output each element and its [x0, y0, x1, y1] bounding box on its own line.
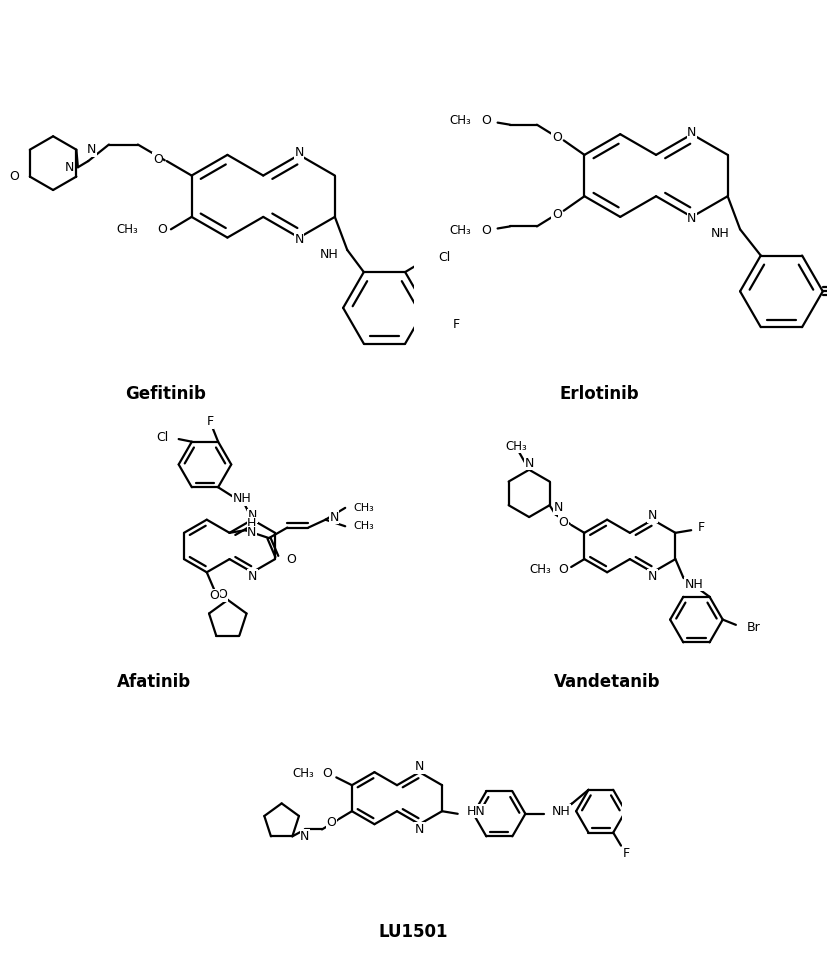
Text: NH: NH	[320, 248, 339, 260]
Text: CH₃: CH₃	[116, 223, 138, 236]
Text: CH₃: CH₃	[353, 522, 374, 531]
Text: N: N	[65, 161, 74, 174]
Text: O: O	[323, 767, 332, 780]
Text: O: O	[481, 114, 491, 127]
Text: N: N	[415, 761, 424, 773]
Text: O: O	[552, 207, 562, 221]
Text: CH₃: CH₃	[449, 114, 471, 127]
Text: F: F	[623, 847, 630, 860]
Text: N: N	[247, 509, 257, 522]
Text: Vandetanib: Vandetanib	[554, 673, 660, 690]
Text: N: N	[553, 501, 563, 515]
Text: Erlotinib: Erlotinib	[560, 385, 639, 403]
Text: Afatinib: Afatinib	[117, 673, 191, 690]
Text: F: F	[698, 522, 705, 534]
Text: H: H	[247, 517, 256, 530]
Text: NH: NH	[232, 493, 251, 505]
Text: O: O	[157, 223, 167, 236]
Text: F: F	[452, 318, 460, 331]
Text: N: N	[648, 509, 657, 522]
Text: CH₃: CH₃	[530, 563, 552, 576]
Text: NH: NH	[711, 227, 729, 240]
Text: CH₃: CH₃	[505, 440, 527, 452]
Text: N: N	[294, 147, 304, 159]
Text: N: N	[87, 144, 96, 156]
Text: O: O	[552, 130, 562, 144]
Text: Cl: Cl	[438, 251, 451, 264]
Text: LU1501: LU1501	[379, 924, 448, 941]
Text: O: O	[327, 817, 337, 829]
Text: N: N	[247, 526, 256, 539]
Text: Br: Br	[747, 621, 760, 634]
Text: O: O	[559, 516, 568, 529]
Text: O: O	[153, 152, 163, 166]
Text: N: N	[300, 830, 309, 843]
Text: HN: HN	[466, 805, 485, 817]
Text: CH₃: CH₃	[353, 503, 374, 513]
Text: N: N	[687, 125, 696, 139]
Text: O: O	[10, 170, 20, 183]
Text: N: N	[294, 233, 304, 246]
Text: N: N	[648, 570, 657, 582]
Text: NH: NH	[685, 577, 703, 591]
Text: NH: NH	[552, 805, 570, 817]
Text: N: N	[329, 511, 339, 523]
Text: Cl: Cl	[156, 431, 168, 444]
Text: O: O	[481, 224, 491, 237]
Text: N: N	[687, 212, 696, 226]
Text: CH₃: CH₃	[449, 224, 471, 237]
Text: N: N	[247, 570, 257, 582]
Text: N: N	[524, 457, 533, 469]
Text: O: O	[210, 589, 220, 602]
Text: O: O	[218, 588, 227, 602]
Text: CH₃: CH₃	[293, 767, 314, 780]
Text: Gefitinib: Gefitinib	[125, 385, 206, 403]
Text: O: O	[559, 563, 568, 576]
Text: O: O	[286, 552, 296, 566]
Text: F: F	[207, 415, 214, 428]
Text: N: N	[415, 823, 424, 836]
